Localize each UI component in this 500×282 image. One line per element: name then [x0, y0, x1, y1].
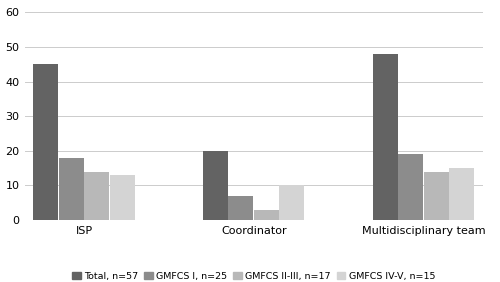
Bar [58, 158, 84, 220]
Bar [373, 54, 398, 220]
Bar [280, 185, 304, 220]
Bar [398, 154, 423, 220]
Bar [203, 151, 228, 220]
Bar [228, 196, 254, 220]
Bar [424, 171, 448, 220]
Bar [254, 210, 279, 220]
Legend: Total, n=57, GMFCS I, n=25, GMFCS II-III, n=17, GMFCS IV-V, n=15: Total, n=57, GMFCS I, n=25, GMFCS II-III… [72, 272, 436, 281]
Bar [84, 171, 109, 220]
Bar [34, 64, 58, 220]
Bar [110, 175, 134, 220]
Bar [449, 168, 474, 220]
